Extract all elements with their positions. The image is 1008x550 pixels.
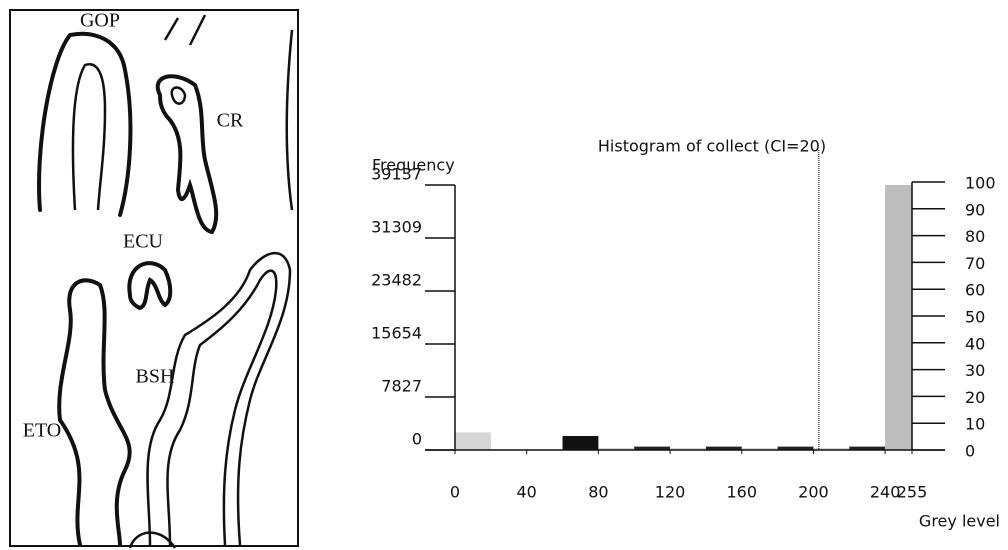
drawing-frame [10,10,298,546]
x-tick-label: 80 [588,483,608,502]
region-label: CR [217,110,244,132]
y2-tick-label: 30 [965,361,985,380]
chart-title: Histogram of collect (CI=20) [598,137,826,156]
y2-tick-label: 80 [965,227,985,246]
y2-tick-label: 50 [965,308,985,327]
outline [39,34,130,215]
y2-tick-label: 100 [965,174,996,193]
y2-tick-label: 60 [965,281,985,300]
drawing: GOP CR ECU BSH ETO [10,10,298,548]
outline [172,88,185,104]
x-tick-label: 0 [450,483,460,502]
region-label: ECU [123,231,164,253]
y2-tick-label: 90 [965,200,985,219]
y2-tick-label: 0 [965,442,975,461]
y-tick-label: 7827 [381,377,422,396]
bar [885,185,912,450]
region-label: ETO [23,420,62,442]
outline [59,280,129,545]
y2-tick-label: 10 [965,415,985,434]
y-tick-label: 23482 [371,271,422,290]
region-label: BSH [136,366,175,388]
x-tick-label: 120 [655,483,686,502]
outline [168,271,277,545]
outline [73,64,105,210]
page: GOP CR ECU BSH ETO Histogram of collect … [0,0,1008,550]
y-tick-label: 31309 [371,218,422,237]
y-tick-label: 39137 [371,165,422,184]
x-tick-label: 200 [798,483,829,502]
outline [158,76,216,232]
x-axis-label: Grey level [919,512,1000,531]
bar [455,432,491,450]
y2-tick-label: 40 [965,334,985,353]
outline [129,263,170,308]
x-tick-label: 255 [897,483,928,502]
y-tick-label: 0 [412,430,422,449]
y-tick-label: 15654 [371,324,422,343]
y2-tick-label: 20 [965,388,985,407]
bar [563,436,599,450]
figure: GOP CR ECU BSH ETO Histogram of collect … [0,0,1008,550]
x-tick-label: 40 [517,483,537,502]
x-tick-label: 160 [726,483,757,502]
y2-tick-label: 70 [965,254,985,273]
region-label: GOP [80,10,120,32]
